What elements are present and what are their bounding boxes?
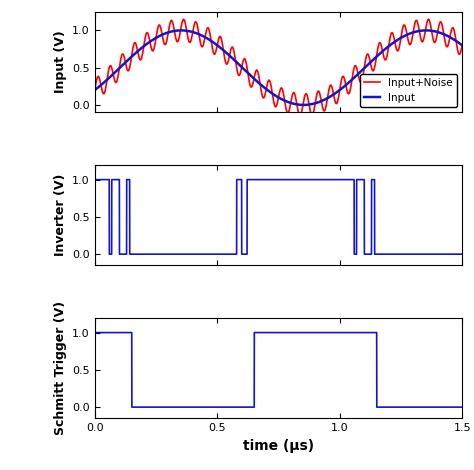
Input+Noise: [327, 85, 332, 91]
Input+Noise: [411, 24, 417, 30]
Input+Noise: [257, 80, 263, 86]
Line: Input: Input: [95, 31, 462, 105]
Input+Noise: [181, 16, 186, 22]
Legend: Input+Noise, Input: Input+Noise, Input: [360, 74, 457, 107]
Input: [411, 29, 417, 35]
Y-axis label: Inverter (V): Inverter (V): [54, 174, 67, 256]
Input: [459, 42, 465, 48]
Input+Noise: [92, 87, 98, 93]
X-axis label: time (μs): time (μs): [243, 439, 314, 453]
Input+Noise: [454, 45, 460, 51]
Input+Noise: [421, 34, 427, 39]
Input: [327, 94, 332, 100]
Input: [421, 28, 427, 33]
Input: [458, 42, 464, 47]
Input: [257, 81, 263, 87]
Y-axis label: Schmitt Trigger (V): Schmitt Trigger (V): [54, 301, 67, 435]
Input: [92, 87, 98, 93]
Input: [423, 28, 429, 33]
Input: [454, 39, 460, 45]
Input+Noise: [297, 113, 303, 119]
Y-axis label: Input (V): Input (V): [54, 31, 67, 94]
Line: Input+Noise: Input+Noise: [95, 19, 462, 116]
Input: [301, 102, 306, 108]
Input+Noise: [458, 46, 464, 52]
Input+Noise: [459, 42, 465, 48]
